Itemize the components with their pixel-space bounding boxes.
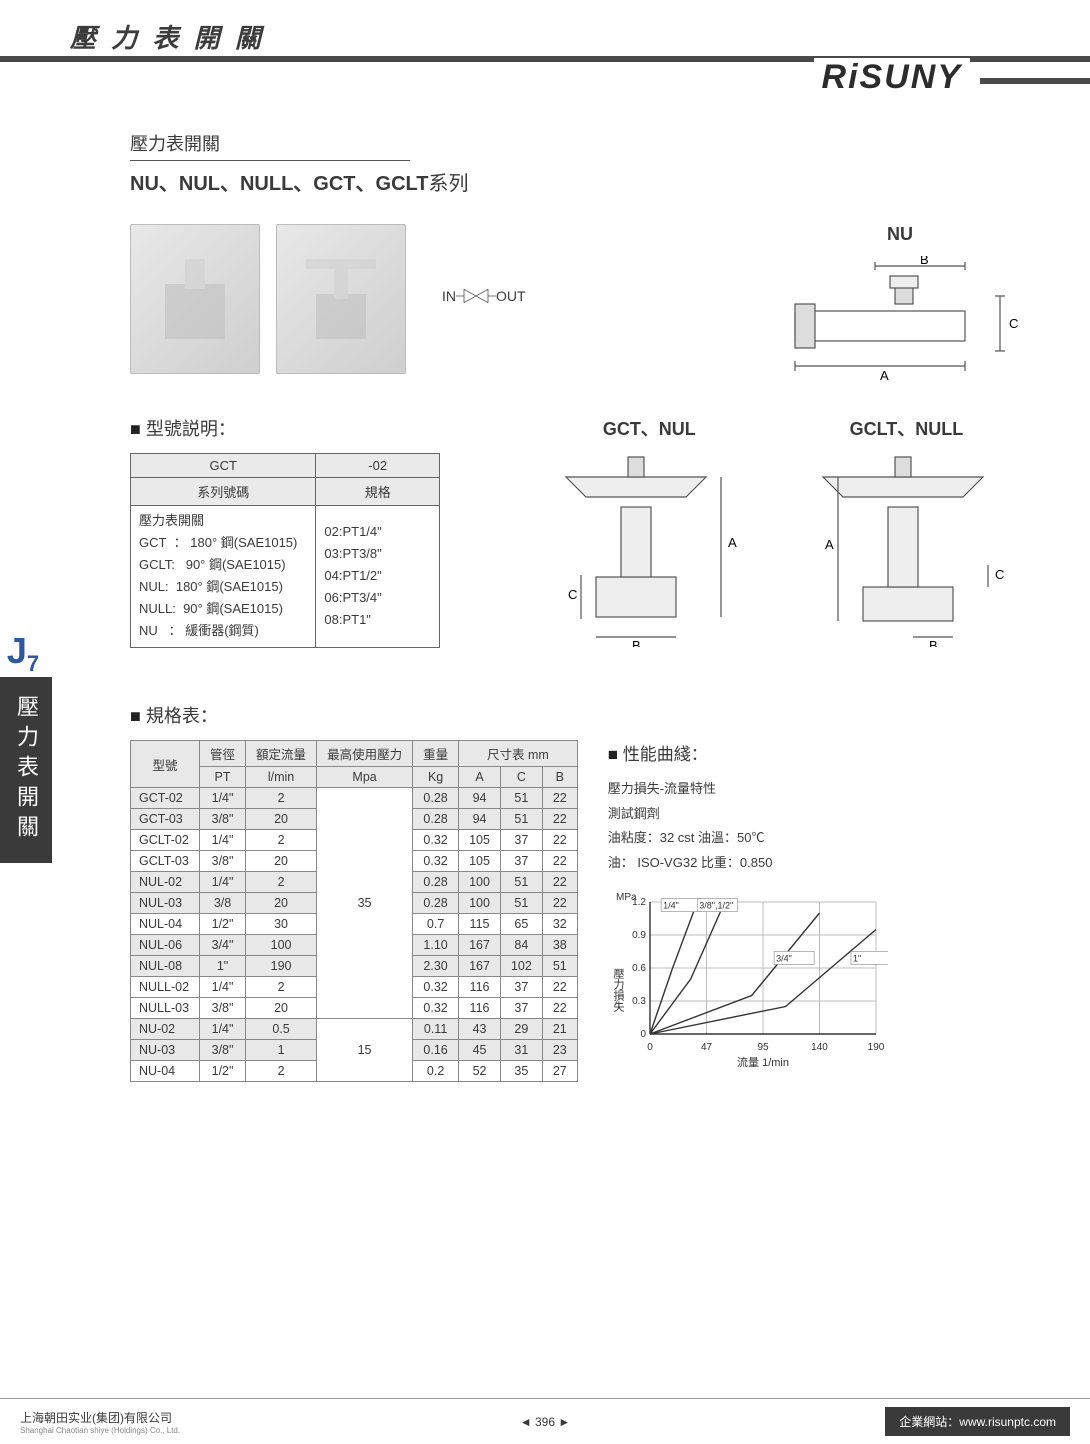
dim-a: A: [728, 535, 737, 550]
nu-schematic: A B C: [775, 256, 1025, 386]
svg-text:流量 1/min: 流量 1/min: [737, 1055, 789, 1068]
gct-nul-title: GCT、NUL: [526, 415, 773, 441]
svg-text:MPa: MPa: [616, 892, 637, 903]
nu-diagram: NU A B: [770, 224, 1030, 391]
dim-b: B: [632, 638, 641, 647]
page-footer: 上海朝田实业(集团)有限公司 Shanghai Chaotian shiye (…: [0, 1398, 1090, 1444]
col-pipe-sub: PT: [200, 767, 246, 788]
model-explain-table: GCT -02 系列號碼 規格 壓力表開關GCT ： 180° 鋼(SAE101…: [130, 453, 440, 648]
section-label: 壓力表開關: [0, 677, 52, 863]
section-code: J7: [0, 630, 46, 677]
svg-text:0: 0: [647, 1042, 653, 1053]
performance-panel: 性能曲綫： 壓力損失-流量特性測試鋼劑油粘度：32 cst 油溫：50℃油： I…: [608, 740, 898, 1071]
dim-a: A: [880, 368, 889, 383]
gct-nul-diagram: GCT、NUL A C B: [526, 415, 773, 652]
spec-heading: 規格表：: [130, 702, 1030, 728]
footer-site: 企業網站：www.risunptc.com: [885, 1407, 1070, 1436]
dim-c: C: [995, 567, 1004, 582]
col-press-sub: Mpa: [317, 767, 413, 788]
table-row: GCT-021/4"2350.28945122: [131, 788, 578, 809]
dim-a: A: [825, 537, 834, 552]
col-a: A: [459, 767, 501, 788]
flow-symbol: IN OUT: [442, 284, 526, 308]
col-flow: 額定流量: [246, 741, 317, 767]
svg-text:1/4": 1/4": [663, 900, 679, 910]
svg-text:95: 95: [757, 1042, 769, 1053]
product-photo-2: [276, 224, 406, 374]
col-weight: 重量: [413, 741, 459, 767]
nu-diagram-title: NU: [770, 224, 1030, 245]
svg-text:140: 140: [811, 1042, 828, 1053]
svg-text:0.6: 0.6: [632, 963, 646, 974]
spec-table: 型號 管徑 額定流量 最高使用壓力 重量 尺寸表 mm PT l/min Mpa…: [130, 740, 578, 1082]
gclt-null-diagram: GCLT、NULL A C B: [783, 415, 1030, 652]
footer-page: ◄ 396 ►: [520, 1415, 570, 1429]
in-label: IN: [442, 288, 456, 304]
svg-text:3/8",1/2": 3/8",1/2": [699, 900, 733, 910]
model-row1-l: 系列號碼: [131, 478, 316, 506]
row-model-diagrams: 型號説明： GCT -02 系列號碼 規格 壓力表開關GCT ： 180° 鋼(…: [130, 415, 1030, 652]
side-tab: J7 壓力表開關: [0, 630, 46, 863]
col-dim-group: 尺寸表 mm: [459, 741, 578, 767]
subtitle: 壓力表開關: [130, 130, 410, 161]
dim-b: B: [929, 638, 938, 647]
footer-company: 上海朝田实业(集团)有限公司 Shanghai Chaotian shiye (…: [20, 1409, 180, 1435]
col-weight-sub: Kg: [413, 767, 459, 788]
col-pipe: 管徑: [200, 741, 246, 767]
svg-text:47: 47: [701, 1042, 713, 1053]
col-flow-sub: l/min: [246, 767, 317, 788]
svg-text:壓力損失: 壓力損失: [612, 967, 625, 1012]
model-row1-r: 規格: [316, 478, 440, 506]
model-right-cell: 02:PT1/4"03:PT3/8"04:PT1/2"06:PT3/4"08:P…: [316, 506, 440, 648]
col-press: 最高使用壓力: [317, 741, 413, 767]
product-photo-1: [130, 224, 260, 374]
model-col1-head: GCT: [131, 454, 316, 478]
row-photos-diagram: IN OUT NU: [130, 224, 1030, 391]
svg-text:0.9: 0.9: [632, 930, 646, 941]
svg-text:1": 1": [853, 953, 861, 963]
series-line: NU、NUL、NULL、GCT、GCLT系列: [130, 167, 1030, 196]
svg-text:0: 0: [640, 1029, 646, 1040]
dim-b: B: [920, 256, 929, 267]
model-col2-head: -02: [316, 454, 440, 478]
gclt-null-schematic: A C B: [783, 447, 1013, 647]
dim-c: C: [568, 587, 577, 602]
svg-text:0.3: 0.3: [632, 996, 646, 1007]
col-model: 型號: [131, 741, 200, 788]
brand-logo: RiSUNY: [814, 58, 970, 97]
perf-lines: 壓力損失-流量特性測試鋼劑油粘度：32 cst 油溫：50℃油： ISO-VG3…: [608, 777, 898, 876]
brand-rule: [980, 78, 1090, 84]
page-category: 壓 力 表 開 關: [70, 18, 265, 55]
svg-text:3/4": 3/4": [776, 953, 792, 963]
model-left-cell: 壓力表開關GCT ： 180° 鋼(SAE1015)GCLT: 90° 鋼(SA…: [131, 506, 316, 648]
gct-nul-schematic: A C B: [526, 447, 746, 647]
col-c: C: [500, 767, 542, 788]
table-row: NU-021/4"0.5150.11432921: [131, 1019, 578, 1040]
pressure-loss-chart: 0479514019000.30.60.91.21/4"3/8",1/2"3/4…: [608, 888, 888, 1068]
spec-section: 規格表： 型號 管徑 額定流量 最高使用壓力 重量 尺寸表 mm PT l/mi…: [130, 702, 1030, 1082]
perf-heading: 性能曲綫：: [608, 740, 898, 765]
model-explain: 型號説明： GCT -02 系列號碼 規格 壓力表開關GCT ： 180° 鋼(…: [130, 415, 496, 648]
gclt-null-title: GCLT、NULL: [783, 415, 1030, 441]
col-b: B: [542, 767, 577, 788]
out-label: OUT: [496, 288, 526, 304]
svg-text:190: 190: [867, 1042, 884, 1053]
model-explain-heading: 型號説明：: [130, 415, 496, 441]
dim-c: C: [1009, 316, 1018, 331]
